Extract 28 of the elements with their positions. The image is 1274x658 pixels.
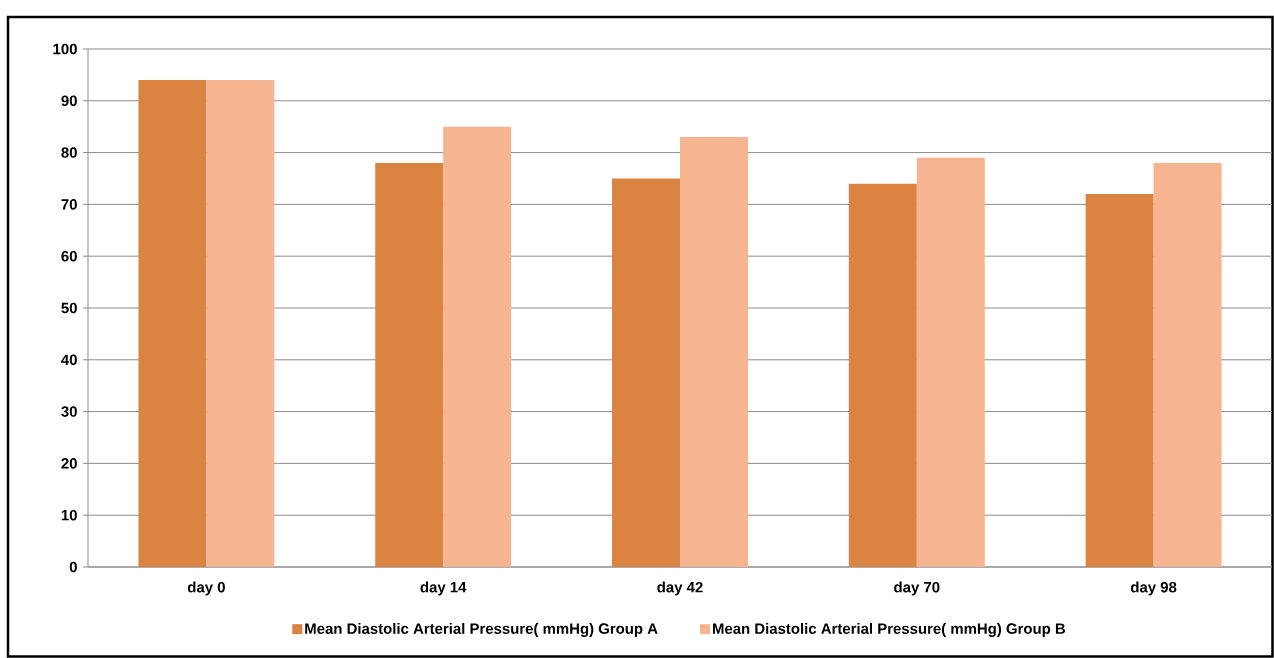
- y-tick-label: 70: [61, 199, 77, 210]
- x-tick-label: day 14: [420, 581, 467, 596]
- y-tick-label: 90: [61, 95, 77, 107]
- y-tick-label: 40: [61, 354, 77, 366]
- legend-label: Mean Diastolic Arterial Pressure( mmHg) Group B: [712, 622, 1066, 637]
- y-tick-label: 50: [61, 302, 77, 314]
- bar: [1153, 162, 1222, 567]
- y-tick-label: 100: [53, 43, 77, 55]
- bar: [443, 126, 512, 567]
- bar: [680, 137, 748, 567]
- bar: [1085, 194, 1154, 567]
- bar: [612, 178, 681, 567]
- y-tick-label: 80: [61, 147, 77, 158]
- bar: [206, 80, 275, 567]
- bar: [375, 162, 444, 567]
- y-tick-label: 0: [69, 561, 77, 573]
- x-tick-label: day 0: [187, 581, 225, 596]
- y-tick-label: 30: [61, 406, 77, 417]
- y-tick-label: 60: [61, 250, 77, 262]
- x-tick-label: day 42: [657, 581, 703, 596]
- bar: [848, 183, 917, 567]
- y-tick-label: 20: [61, 458, 77, 469]
- legend-label: Mean Diastolic Arterial Pressure( mmHg) Group A: [305, 622, 658, 637]
- x-tick-label: day 98: [1130, 581, 1177, 596]
- y-tick-label: 10: [61, 509, 77, 521]
- bar: [916, 157, 985, 567]
- bar: [138, 80, 207, 567]
- x-tick-label: day 70: [894, 581, 940, 596]
